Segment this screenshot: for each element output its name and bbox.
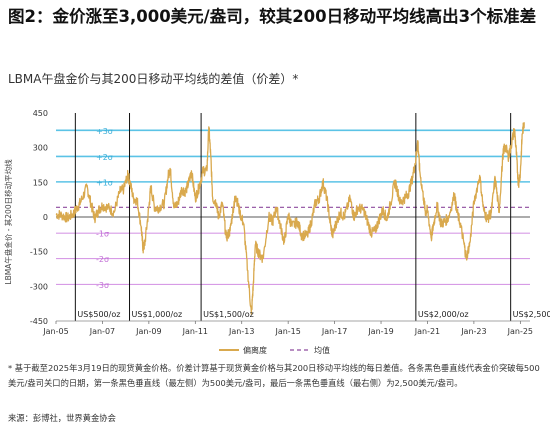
x-tick-label-4: Jan-13 xyxy=(228,327,254,336)
sigma-label-5: -3σ xyxy=(96,281,109,290)
sigma-label-4: -2σ xyxy=(96,255,109,264)
threshold-label-0: US$500/oz xyxy=(77,310,120,319)
x-tick-label-7: Jan-19 xyxy=(367,327,393,336)
sigma-label-3: -1σ xyxy=(96,230,109,239)
x-tick-label-5: Jan-15 xyxy=(274,327,300,336)
y-tick-label-6: 450 xyxy=(33,109,48,118)
sigma-label-1: +2σ xyxy=(96,153,113,162)
threshold-label-4: US$2,500/oz xyxy=(513,310,550,319)
source-note: 来源：彭博社，世界黄金协会 xyxy=(8,413,116,423)
x-tick-label-8: Jan-21 xyxy=(414,327,440,336)
legend-mean-label: 均值 xyxy=(314,345,330,355)
x-tick-label-10: Jan-25 xyxy=(507,327,533,336)
chart-title: 图2：金价涨至3,000美元/盎司，较其200日移动平均线高出3个标准差 xyxy=(8,7,537,26)
x-tick-label-9: Jan-23 xyxy=(460,327,486,336)
x-tick-label-6: Jan-17 xyxy=(321,327,347,336)
y-tick-label-5: 300 xyxy=(33,144,48,153)
y-tick-label-4: 150 xyxy=(33,178,48,187)
legend-series-label: 偏离度 xyxy=(243,345,267,355)
x-tick-label-1: Jan-07 xyxy=(89,327,115,336)
threshold-label-2: US$1,500/oz xyxy=(203,310,254,319)
y-tick-label-0: -450 xyxy=(30,317,48,326)
x-tick-label-0: Jan-05 xyxy=(42,327,68,336)
sigma-label-2: +1σ xyxy=(96,178,113,187)
footnote: * 基于截至2025年3月19日的现货黄金价格。价差计算基于现货黄金价格与其20… xyxy=(8,363,540,388)
threshold-label-1: US$1,000/oz xyxy=(132,310,183,319)
x-tick-label-3: Jan-11 xyxy=(182,327,208,336)
chart-subtitle: LBMA午盘金价与其200日移动平均线的差值（价差）* xyxy=(8,72,299,86)
y-tick-label-2: -150 xyxy=(30,248,48,257)
threshold-label-3: US$2,000/oz xyxy=(418,310,469,319)
x-tick-label-2: Jan-09 xyxy=(135,327,161,336)
y-tick-label-1: -300 xyxy=(30,282,48,291)
series-line xyxy=(55,122,525,315)
chart-svg: +3σ +2σ +1σ -1σ -2σ -3σ -450 -300 -150 0 150 300 450… xyxy=(30,109,550,355)
sigma-label-0: +3σ xyxy=(96,127,113,136)
y-tick-label-3: 0 xyxy=(43,213,48,222)
